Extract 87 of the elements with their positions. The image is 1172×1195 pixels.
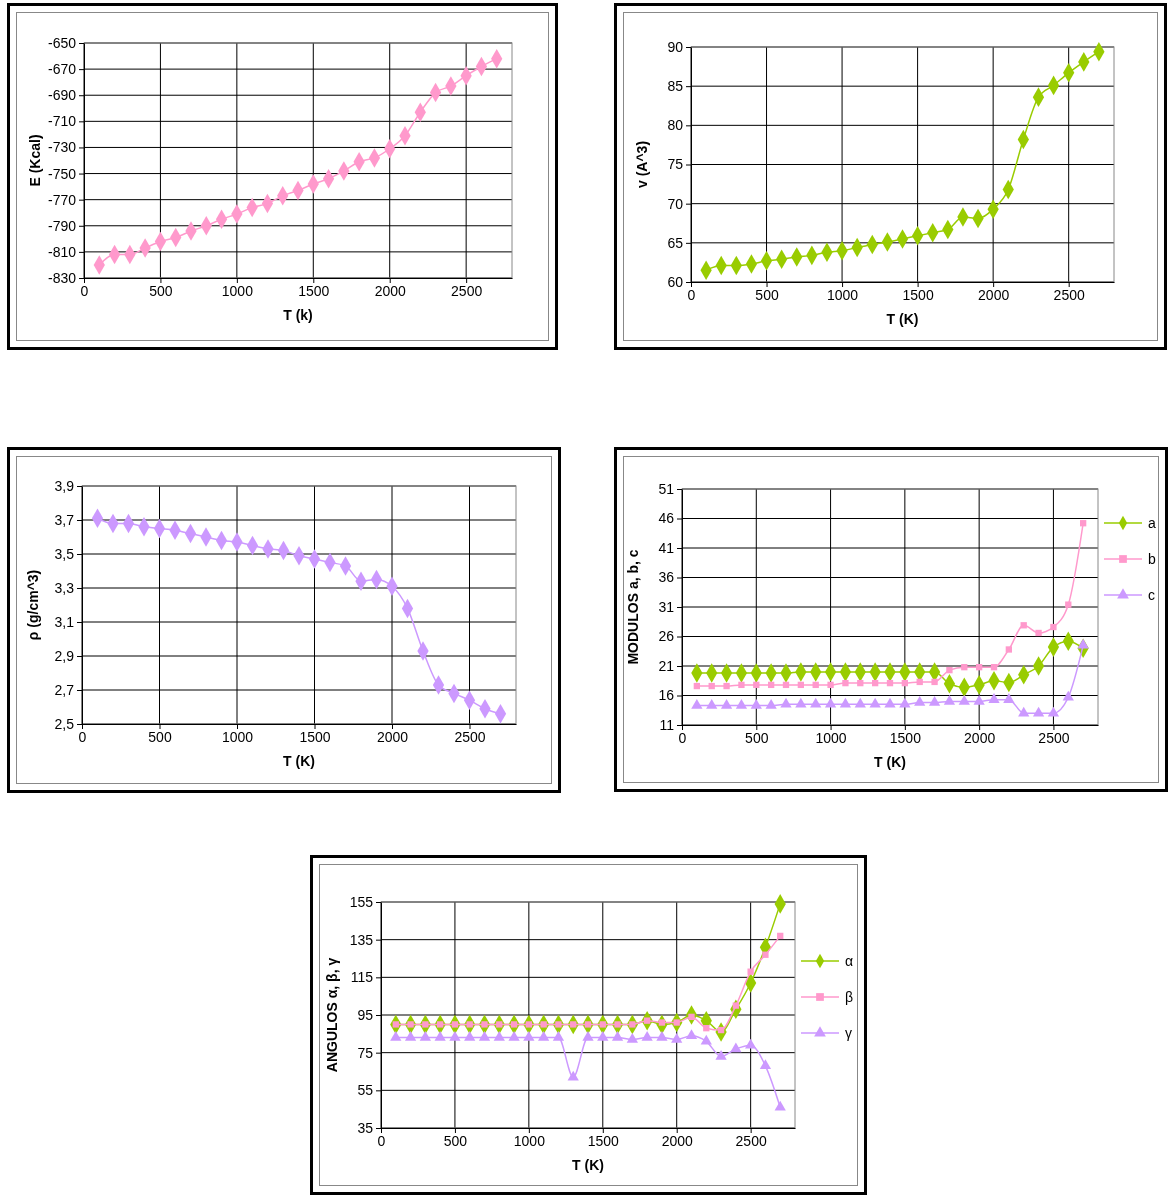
y-axis-title: v (A^3) xyxy=(634,140,650,189)
y-tick-label: 155 xyxy=(349,893,374,910)
y-tick-label: 2,5 xyxy=(54,715,75,732)
x-tick-label: 2000 xyxy=(376,728,409,745)
x-tick-label: 1000 xyxy=(513,1132,546,1149)
y-axis-title: ANGULOS α, β, γ xyxy=(324,957,340,1073)
legend-label: β xyxy=(845,989,854,1005)
x-tick-label: 500 xyxy=(443,1132,468,1149)
y-tick-label: -650 xyxy=(47,34,77,51)
y-tick-label: 11 xyxy=(659,716,675,733)
x-tick-label: 2000 xyxy=(978,286,1010,303)
legend-label: a xyxy=(1148,515,1156,531)
y-tick-label: 2,9 xyxy=(54,647,75,664)
y-tick-label: 95 xyxy=(357,1006,374,1023)
x-tick-label: 500 xyxy=(745,729,769,746)
y-tick-label: 115 xyxy=(350,969,374,986)
y-tick-label: 3,3 xyxy=(54,579,75,596)
x-tick-label: 0 xyxy=(678,729,687,746)
y-axis-title: E (Kcal) xyxy=(27,134,43,187)
x-axis-title: T (K) xyxy=(572,1157,604,1173)
x-tick-label: 0 xyxy=(687,286,696,303)
x-tick-label: 2500 xyxy=(1038,729,1070,746)
y-axis-title: MODULOS a, b, c xyxy=(625,549,641,665)
x-axis-title: T (K) xyxy=(886,311,919,327)
x-tick-label: 0 xyxy=(78,728,87,745)
x-tick-label: 500 xyxy=(148,728,172,745)
y-tick-label: -730 xyxy=(47,139,77,156)
y-tick-label: 75 xyxy=(357,1044,374,1061)
y-tick-label: -770 xyxy=(47,191,77,208)
y-tick-label: 2,7 xyxy=(54,681,75,698)
x-tick-label: 1500 xyxy=(902,286,934,303)
y-tick-label: -670 xyxy=(47,61,77,78)
y-tick-label: 3,1 xyxy=(54,613,75,630)
y-tick-label: 26 xyxy=(658,628,675,645)
x-tick-label: 500 xyxy=(149,282,173,299)
x-tick-label: 1500 xyxy=(889,729,922,746)
y-tick-label: 55 xyxy=(357,1082,374,1099)
y-tick-label: 16 xyxy=(658,687,675,704)
y-axis-title: ρ (g/cm^3) xyxy=(25,569,41,641)
y-tick-label: -750 xyxy=(47,165,77,182)
x-tick-label: 1000 xyxy=(826,286,859,303)
y-tick-label: 46 xyxy=(658,510,675,527)
x-tick-label: 2000 xyxy=(374,282,406,299)
x-tick-label: 1000 xyxy=(221,728,254,745)
x-tick-label: 2500 xyxy=(735,1132,767,1149)
x-axis-title: T (k) xyxy=(283,307,313,323)
x-axis-title: T (K) xyxy=(283,753,315,769)
y-tick-label: 70 xyxy=(667,195,684,212)
y-tick-label: 51 xyxy=(658,480,675,497)
y-tick-label: 65 xyxy=(667,234,684,251)
x-tick-label: 500 xyxy=(755,286,779,303)
y-tick-label: 135 xyxy=(349,931,374,948)
x-axis-title: T (K) xyxy=(874,754,906,770)
y-tick-label: 36 xyxy=(658,569,675,586)
y-tick-label: 21 xyxy=(658,657,675,674)
x-tick-label: 2500 xyxy=(454,728,486,745)
y-tick-label: 80 xyxy=(667,117,684,134)
y-tick-label: 31 xyxy=(658,598,675,615)
y-tick-label: -710 xyxy=(47,113,77,130)
y-tick-label: 35 xyxy=(357,1119,374,1136)
y-tick-label: 75 xyxy=(667,156,684,173)
legend-label: α xyxy=(845,953,854,969)
x-tick-label: 1500 xyxy=(587,1132,620,1149)
y-tick-label: 3,5 xyxy=(54,545,75,562)
x-tick-label: 1500 xyxy=(298,282,330,299)
y-tick-label: 41 xyxy=(658,539,675,556)
y-tick-label: -830 xyxy=(47,269,77,286)
legend-label: c xyxy=(1148,587,1155,603)
legend-label: γ xyxy=(845,1025,852,1041)
y-tick-label: -690 xyxy=(47,87,77,104)
x-tick-label: 0 xyxy=(377,1132,386,1149)
legend-label: b xyxy=(1148,551,1156,567)
y-tick-label: 85 xyxy=(667,78,684,95)
x-tick-label: 2000 xyxy=(661,1132,693,1149)
y-tick-label: 3,7 xyxy=(54,511,75,528)
x-tick-label: 1500 xyxy=(299,728,331,745)
y-tick-label: 60 xyxy=(667,273,684,290)
y-tick-label: -790 xyxy=(47,217,77,234)
y-tick-label: 3,9 xyxy=(54,477,75,494)
x-tick-label: 1000 xyxy=(221,282,254,299)
x-tick-label: 0 xyxy=(80,282,89,299)
x-tick-label: 2000 xyxy=(964,729,996,746)
x-tick-label: 2500 xyxy=(451,282,483,299)
x-tick-label: 1000 xyxy=(815,729,847,746)
y-tick-label: 90 xyxy=(667,38,684,55)
x-tick-label: 2500 xyxy=(1053,286,1085,303)
y-tick-label: -810 xyxy=(47,243,77,260)
